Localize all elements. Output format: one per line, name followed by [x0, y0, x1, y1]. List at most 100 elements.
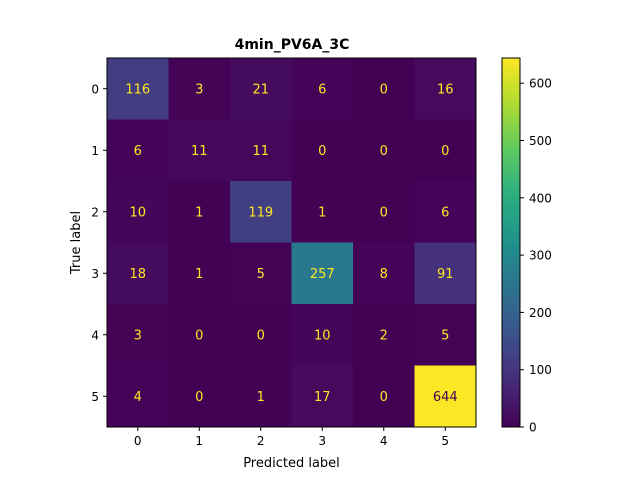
- heatmap-cell: [230, 58, 292, 120]
- x-tick-label: 3: [318, 434, 326, 448]
- heatmap-cell: [230, 304, 292, 366]
- colorbar-tick-label: 400: [529, 191, 552, 205]
- heatmap-cell: [230, 242, 292, 305]
- cell-value-label: 1: [318, 205, 326, 220]
- y-tick-label: 3: [91, 267, 99, 281]
- x-tick-label: 1: [195, 434, 203, 448]
- heatmap-cell: [291, 304, 354, 366]
- cell-value-label: 5: [257, 267, 265, 282]
- cell-value-label: 11: [191, 144, 208, 159]
- cell-value-label: 4: [134, 390, 142, 405]
- heatmap-cell: [107, 181, 169, 243]
- y-tick-label: 5: [91, 390, 99, 404]
- cell-value-label: 116: [125, 82, 150, 97]
- x-tick-label: 0: [134, 434, 142, 448]
- cell-value-label: 10: [129, 205, 146, 220]
- cell-value-label: 0: [257, 328, 265, 343]
- heatmap-cell: [291, 242, 354, 305]
- cell-value-label: 8: [380, 267, 388, 282]
- heatmap-cell: [353, 119, 415, 182]
- chart-title: 4min_PV6A_3C: [235, 37, 350, 53]
- cell-value-label: 3: [134, 328, 142, 343]
- heatmap-cell: [291, 365, 354, 428]
- x-tick-label: 4: [380, 434, 388, 448]
- heatmap-cell: [353, 58, 415, 120]
- plot-frame: [106, 57, 477, 428]
- heatmap-cell: [107, 242, 169, 305]
- y-tick-label: 0: [91, 82, 99, 96]
- cell-value-label: 5: [441, 328, 449, 343]
- cell-value-label: 6: [318, 82, 326, 97]
- cell-value-label: 16: [437, 82, 454, 97]
- heatmap-cell: [230, 365, 292, 428]
- cell-value-label: 0: [380, 390, 388, 405]
- colorbar-tick-label: 100: [529, 363, 552, 377]
- cell-value-label: 3: [195, 82, 203, 97]
- heatmap-cell: [414, 304, 477, 366]
- colorbar-tick-label: 600: [529, 77, 552, 91]
- heatmap-cell: [353, 181, 415, 243]
- colorbar-ticks: 0 100 200 300 400 500 600: [520, 77, 552, 435]
- cell-value-label: 257: [310, 267, 335, 282]
- heatmap-cells: 116 3 21 6 0 166 11 11 0 0 010 1 119 1 0 618 1 5 257 8 913 0 0…: [107, 58, 477, 428]
- cell-value-label: 0: [441, 144, 449, 159]
- heatmap-cell: [414, 365, 477, 428]
- cell-value-label: 21: [252, 82, 269, 97]
- colorbar-tick-label: 0: [529, 421, 537, 435]
- heatmap-cell: [353, 242, 415, 305]
- cell-value-label: 1: [195, 205, 203, 220]
- y-axis-label: True label: [69, 211, 84, 275]
- colorbar: [501, 57, 521, 428]
- heatmap-cell: [168, 365, 231, 428]
- cell-value-label: 91: [437, 267, 454, 282]
- cell-value-label: 1: [257, 390, 265, 405]
- y-tick-label: 1: [91, 144, 99, 158]
- y-tick-label: 4: [91, 328, 99, 342]
- heatmap-cell: [414, 242, 477, 305]
- heatmap-cell: [414, 181, 477, 243]
- heatmap-cell: [291, 58, 354, 120]
- cell-value-label: 6: [441, 205, 449, 220]
- heatmap-cell: [107, 58, 169, 120]
- heatmap-cell: [353, 365, 415, 428]
- x-tick-label: 5: [441, 434, 449, 448]
- cell-value-label: 0: [380, 144, 388, 159]
- y-axis-ticks: 0 1 2 3 4 5: [91, 82, 107, 404]
- heatmap-cell: [107, 365, 169, 428]
- cell-value-label: 18: [129, 267, 146, 282]
- cell-value-label: 0: [195, 390, 203, 405]
- cell-value-label: 11: [252, 144, 269, 159]
- colorbar-tick-label: 500: [529, 134, 552, 148]
- cell-value-label: 0: [380, 205, 388, 220]
- cell-value-label: 0: [318, 144, 326, 159]
- x-axis-ticks: 0 1 2 3 4 5: [134, 427, 449, 448]
- heatmap-cell: [291, 181, 354, 243]
- cell-value-label: 1: [195, 267, 203, 282]
- colorbar-tick-label: 200: [529, 306, 552, 320]
- colorbar-tick-label: 300: [529, 249, 552, 263]
- cell-value-label: 10: [314, 328, 331, 343]
- heatmap-cell: [414, 58, 477, 120]
- heatmap-cell: [107, 304, 169, 366]
- cell-value-label: 119: [248, 205, 273, 220]
- heatmap-cell: [168, 242, 231, 305]
- heatmap-cell: [230, 119, 292, 182]
- heatmap-cell: [168, 304, 231, 366]
- cell-value-label: 2: [380, 328, 388, 343]
- heatmap-cell: [107, 119, 169, 182]
- heatmap-cell: [353, 304, 415, 366]
- heatmap-cell: [168, 181, 231, 243]
- heatmap-cell: [414, 119, 477, 182]
- y-tick-label: 2: [91, 205, 99, 219]
- heatmap-cell: [291, 119, 354, 182]
- cell-value-label: 644: [433, 390, 458, 405]
- heatmap-cell: [168, 119, 231, 182]
- cell-value-label: 6: [134, 144, 142, 159]
- heatmap-cell: [168, 58, 231, 120]
- cell-value-label: 0: [380, 82, 388, 97]
- cell-value-label: 17: [314, 390, 331, 405]
- cell-value-label: 0: [195, 328, 203, 343]
- x-tick-label: 2: [257, 434, 265, 448]
- x-axis-label: Predicted label: [243, 456, 340, 471]
